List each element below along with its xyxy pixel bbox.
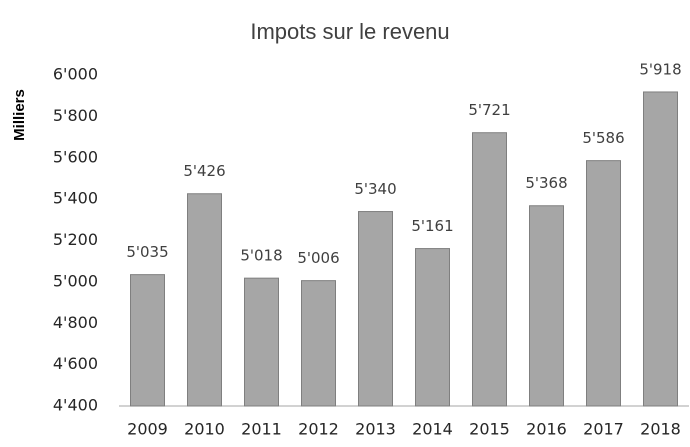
x-tick-label: 2013 bbox=[355, 420, 396, 439]
y-tick-label: 5'200 bbox=[53, 230, 98, 249]
y-tick-label: 4'800 bbox=[53, 313, 98, 332]
chart-title: Impots sur le revenu bbox=[250, 19, 449, 44]
y-tick-label: 5'600 bbox=[53, 147, 98, 166]
y-tick-label: 5'000 bbox=[53, 271, 98, 290]
x-tick-label: 2015 bbox=[469, 420, 510, 439]
bar bbox=[187, 193, 222, 407]
value-label: 5'721 bbox=[468, 101, 510, 119]
y-tick-label: 6'000 bbox=[53, 65, 98, 84]
x-tick-label: 2018 bbox=[640, 420, 681, 439]
bar bbox=[130, 274, 165, 407]
bar bbox=[586, 160, 621, 407]
y-tick-label: 4'600 bbox=[53, 354, 98, 373]
value-label: 5'918 bbox=[639, 60, 681, 78]
value-label: 5'018 bbox=[240, 247, 282, 265]
x-tick-label: 2009 bbox=[127, 420, 168, 439]
bar bbox=[643, 91, 678, 407]
x-tick-label: 2017 bbox=[583, 420, 624, 439]
value-label: 5'426 bbox=[183, 162, 225, 180]
y-tick-label: 5'800 bbox=[53, 106, 98, 125]
x-tick-label: 2012 bbox=[298, 420, 339, 439]
bar bbox=[358, 211, 393, 407]
y-axis-label: Milliers bbox=[11, 89, 28, 141]
bar bbox=[415, 248, 450, 407]
x-tick-label: 2016 bbox=[526, 420, 567, 439]
x-tick-label: 2010 bbox=[184, 420, 225, 439]
value-label: 5'340 bbox=[354, 180, 396, 198]
y-tick-label: 4'400 bbox=[53, 396, 98, 415]
bar bbox=[472, 132, 507, 407]
bar bbox=[301, 280, 336, 407]
x-tick-label: 2014 bbox=[412, 420, 453, 439]
x-tick-label: 2011 bbox=[241, 420, 282, 439]
value-label: 5'368 bbox=[525, 174, 567, 192]
y-tick-label: 5'400 bbox=[53, 189, 98, 208]
value-label: 5'161 bbox=[411, 217, 453, 235]
value-label: 5'035 bbox=[126, 243, 168, 261]
bar bbox=[244, 277, 279, 407]
bar bbox=[529, 205, 564, 407]
value-label: 5'586 bbox=[582, 129, 624, 147]
value-label: 5'006 bbox=[297, 249, 339, 267]
